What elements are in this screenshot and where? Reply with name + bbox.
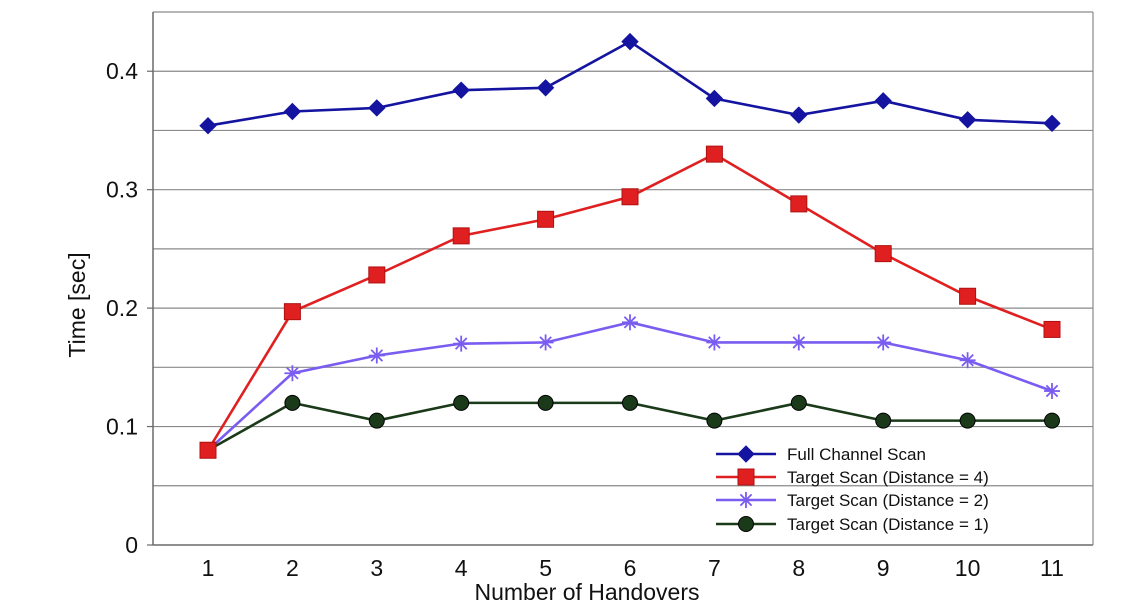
data-point [537, 210, 555, 228]
plot-area [153, 12, 1093, 545]
x-tick-label: 11 [1040, 555, 1064, 581]
asterisk-stroke [1045, 384, 1059, 398]
x-tick-label: 1 [202, 555, 215, 581]
asterisk-stroke [370, 349, 384, 362]
data-point [874, 245, 892, 263]
data-point [959, 287, 977, 305]
legend-label: Target Scan (Distance = 4) [787, 468, 989, 487]
x-axis-label: Number of Handovers [475, 579, 700, 605]
data-point [283, 102, 302, 121]
data-point [790, 334, 807, 351]
data-point [536, 79, 555, 97]
data-point [199, 441, 217, 459]
series-3 [200, 314, 1060, 459]
data-point [1044, 412, 1060, 429]
y-tick-label: 0.3 [106, 177, 138, 203]
y-tick-label: 0.2 [106, 295, 138, 321]
x-tick-label: 6 [624, 555, 637, 581]
data-point [958, 111, 977, 129]
data-point [874, 92, 892, 110]
axes [147, 12, 1094, 546]
legend-marker [737, 445, 755, 463]
legend-label: Full Channel Scan [787, 445, 926, 464]
data-point [284, 365, 301, 382]
legend-entry: Target Scan (Distance = 2) [716, 491, 989, 510]
legend-label: Target Scan (Distance = 2) [787, 491, 989, 510]
data-point [706, 412, 723, 429]
data-point [1044, 383, 1060, 400]
asterisk-stroke [454, 337, 468, 350]
series-1 [199, 32, 1061, 135]
y-axis-label: Time [sec] [64, 252, 90, 357]
data-point [1043, 320, 1061, 338]
data-point [622, 394, 638, 411]
series-4 [200, 394, 1060, 459]
data-point [284, 394, 301, 411]
asterisk-stroke [876, 336, 890, 349]
data-point [537, 334, 554, 351]
x-tick-label: 9 [877, 555, 890, 581]
x-tick-label: 5 [539, 555, 552, 581]
legend-entry: Target Scan (Distance = 1) [716, 515, 989, 534]
asterisk-stroke [961, 353, 974, 367]
y-tick-label: 0.1 [106, 414, 138, 440]
x-tick-label: 8 [792, 555, 805, 581]
data-point [706, 334, 723, 351]
data-point [453, 394, 470, 411]
data-point [705, 145, 723, 163]
legend-marker [737, 468, 755, 486]
data-point [875, 412, 892, 429]
data-point [959, 412, 976, 429]
data-point [452, 81, 470, 99]
data-point [537, 394, 554, 411]
asterisk-stroke [623, 316, 637, 329]
data-point [199, 116, 217, 135]
series-lines [199, 32, 1061, 459]
data-point [790, 195, 808, 213]
legend-entry: Full Channel Scan [716, 445, 926, 464]
x-tick-label: 4 [455, 555, 468, 581]
data-point [452, 227, 470, 245]
asterisk-stroke [539, 336, 552, 349]
data-point [368, 266, 386, 284]
data-point [705, 89, 724, 108]
data-point [622, 314, 638, 331]
asterisk-stroke [286, 367, 299, 380]
y-tick-label: 0 [125, 532, 138, 558]
data-point [959, 352, 976, 369]
data-point [790, 394, 807, 411]
data-point [453, 335, 470, 352]
legend: Full Channel Scan Target Scan (Distance =… [716, 445, 989, 534]
data-point [1043, 114, 1061, 133]
legend-entry: Target Scan (Distance = 4) [716, 468, 989, 487]
data-point [621, 32, 639, 51]
data-point [621, 188, 639, 206]
data-point [368, 99, 386, 117]
tick-labels: 0 0.1 0.2 0.3 0.4 1 2 3 4 5 6 7 8 9 10 11 [106, 58, 1064, 581]
plot-background [153, 12, 1093, 545]
data-point [368, 347, 385, 364]
legend-marker [738, 492, 754, 508]
data-point [790, 106, 808, 124]
series-2 [199, 145, 1061, 459]
asterisk-stroke [792, 336, 806, 349]
legend-label: Target Scan (Distance = 1) [787, 515, 989, 534]
data-point [368, 412, 385, 429]
data-point [283, 303, 301, 321]
y-tick-label: 0.4 [106, 58, 138, 84]
legend-marker [738, 516, 754, 532]
x-tick-label: 3 [370, 555, 383, 581]
x-tick-label: 2 [286, 555, 299, 581]
data-point [875, 334, 892, 351]
x-tick-label: 10 [955, 555, 981, 581]
asterisk-stroke [708, 336, 721, 349]
x-tick-label: 7 [708, 555, 721, 581]
asterisk-stroke [739, 493, 753, 507]
